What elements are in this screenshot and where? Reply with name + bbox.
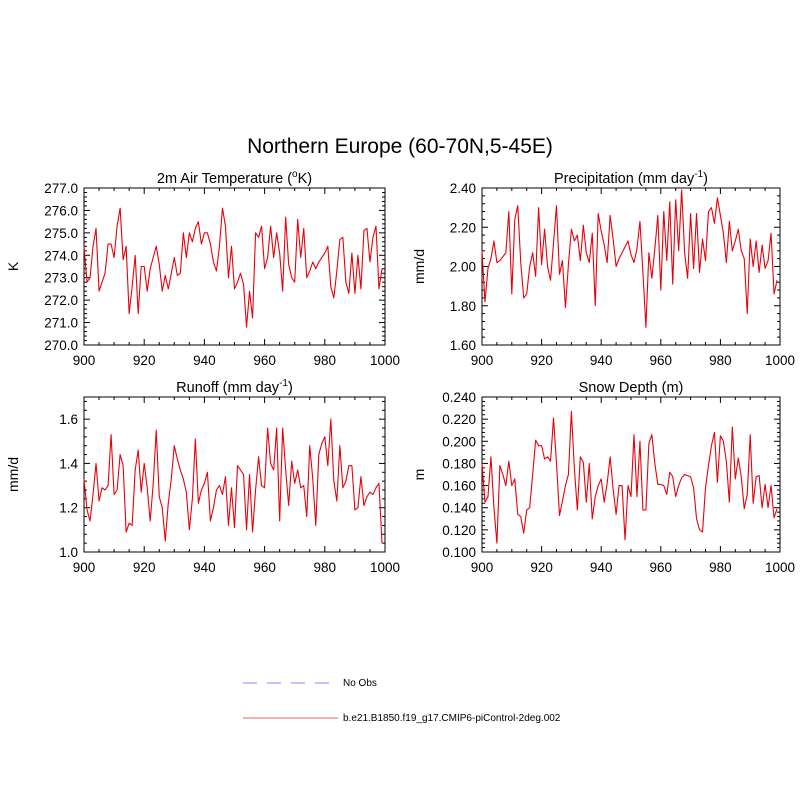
- x-tick-label: 940: [590, 353, 613, 368]
- y-tick-label: 2.00: [450, 260, 476, 275]
- x-tick-label: 1000: [765, 560, 795, 575]
- y-tick-label: 271.0: [44, 316, 78, 331]
- y-axis-label: m: [411, 469, 427, 481]
- y-tick-label: 0.240: [442, 390, 476, 405]
- chart-panels: 2m Air Temperature (oK)900 920 940 960 980 10…: [5, 169, 795, 575]
- x-tick-label: 940: [590, 560, 613, 575]
- x-tick-label: 960: [253, 560, 276, 575]
- chart-panel-4: Snow Depth (m) 900 920 940 960 980 1000 0.100 0.…: [411, 380, 795, 575]
- x-tick-label: 1000: [765, 353, 795, 368]
- y-axis-label: mm/d: [5, 457, 21, 492]
- x-tick-label: 920: [133, 353, 156, 368]
- y-tick-label: 1.60: [450, 338, 476, 353]
- panel-title: Runoff (mm day-1): [176, 378, 293, 396]
- series-line: [83, 418, 383, 544]
- y-tick-label: 2.40: [450, 181, 476, 196]
- panel-title-main: Runoff (mm day: [176, 380, 280, 396]
- y-tick-label: 0.140: [442, 501, 476, 516]
- y-tick-label: 0.120: [442, 523, 476, 538]
- x-tick-label: 980: [709, 353, 732, 368]
- legend: No Obs b.e21.B1850.f19_g17.CMIP6-piContr…: [243, 678, 561, 724]
- series-line: [481, 410, 778, 544]
- panel-title-end: ): [703, 171, 708, 187]
- x-tick-label: 1000: [370, 353, 400, 368]
- x-tick-label: 940: [193, 353, 216, 368]
- x-tick-label: 980: [314, 560, 337, 575]
- panel-title-end: K): [298, 171, 313, 187]
- y-tick-label: 1.0: [59, 545, 78, 560]
- legend-label-model: b.e21.B1850.f19_g17.CMIP6-piControl-2deg…: [343, 713, 561, 724]
- panel-title-superscript: -1: [279, 378, 288, 389]
- series-line: [481, 189, 778, 328]
- x-tick-label: 920: [530, 353, 553, 368]
- y-tick-label: 0.100: [442, 545, 476, 560]
- plot-frame: [481, 187, 781, 346]
- panel-title-superscript: o: [292, 169, 298, 180]
- x-tick-label: 980: [709, 560, 732, 575]
- x-tick-label: 920: [530, 560, 553, 575]
- y-tick-label: 0.220: [442, 412, 476, 427]
- y-axis-label: mm/d: [411, 249, 427, 284]
- x-tick-label: 980: [314, 353, 337, 368]
- x-tick-label: 960: [650, 353, 673, 368]
- x-tick-label: 1000: [370, 560, 400, 575]
- legend-label-no-obs: No Obs: [343, 678, 377, 689]
- x-tick-label: 900: [73, 353, 96, 368]
- y-tick-label: 275.0: [44, 226, 78, 241]
- y-tick-label: 274.0: [44, 248, 78, 263]
- y-axis-label: K: [5, 261, 21, 271]
- y-tick-label: 1.4: [59, 456, 78, 471]
- x-tick-label: 900: [73, 560, 96, 575]
- panel-title-main: 2m Air Temperature (: [157, 171, 292, 187]
- plot-frame: [83, 396, 386, 553]
- y-tick-label: 276.0: [44, 203, 78, 218]
- figure-title: Northern Europe (60-70N,5-45E): [247, 135, 553, 158]
- y-tick-label: 0.180: [442, 456, 476, 471]
- x-tick-label: 900: [471, 560, 494, 575]
- y-tick-label: 2.20: [450, 220, 476, 235]
- y-tick-label: 272.0: [44, 293, 78, 308]
- y-tick-label: 277.0: [44, 181, 78, 196]
- y-tick-label: 270.0: [44, 338, 78, 353]
- panel-title: Precipitation (mm day-1): [554, 169, 708, 187]
- x-tick-label: 940: [193, 560, 216, 575]
- x-tick-label: 960: [650, 560, 673, 575]
- plot-frame: [83, 187, 386, 346]
- x-tick-label: 920: [133, 560, 156, 575]
- x-tick-label: 960: [253, 353, 276, 368]
- chart-panel-1: 2m Air Temperature (oK) 900 920 940 960 980 10…: [5, 169, 400, 368]
- y-tick-label: 1.2: [59, 501, 78, 516]
- panel-title-main: Snow Depth (m): [579, 380, 684, 396]
- series-line: [83, 207, 383, 328]
- panel-title-main: Precipitation (mm day: [554, 171, 695, 187]
- y-tick-label: 0.200: [442, 434, 476, 449]
- y-tick-label: 1.6: [59, 412, 78, 427]
- y-tick-label: 0.160: [442, 479, 476, 494]
- chart-panel-2: Precipitation (mm day-1) 900 920 940 960 980 1…: [411, 169, 795, 368]
- panel-title: 2m Air Temperature (oK): [157, 169, 312, 187]
- x-tick-label: 900: [471, 353, 494, 368]
- y-tick-label: 1.80: [450, 299, 476, 314]
- y-tick-label: 273.0: [44, 271, 78, 286]
- panel-title-superscript: -1: [694, 169, 703, 180]
- panel-title: Snow Depth (m): [579, 380, 684, 396]
- panel-title-end: ): [288, 380, 293, 396]
- chart-panel-3: Runoff (mm day-1) 900 920 940 960 980 1000 1.0 1…: [5, 378, 400, 575]
